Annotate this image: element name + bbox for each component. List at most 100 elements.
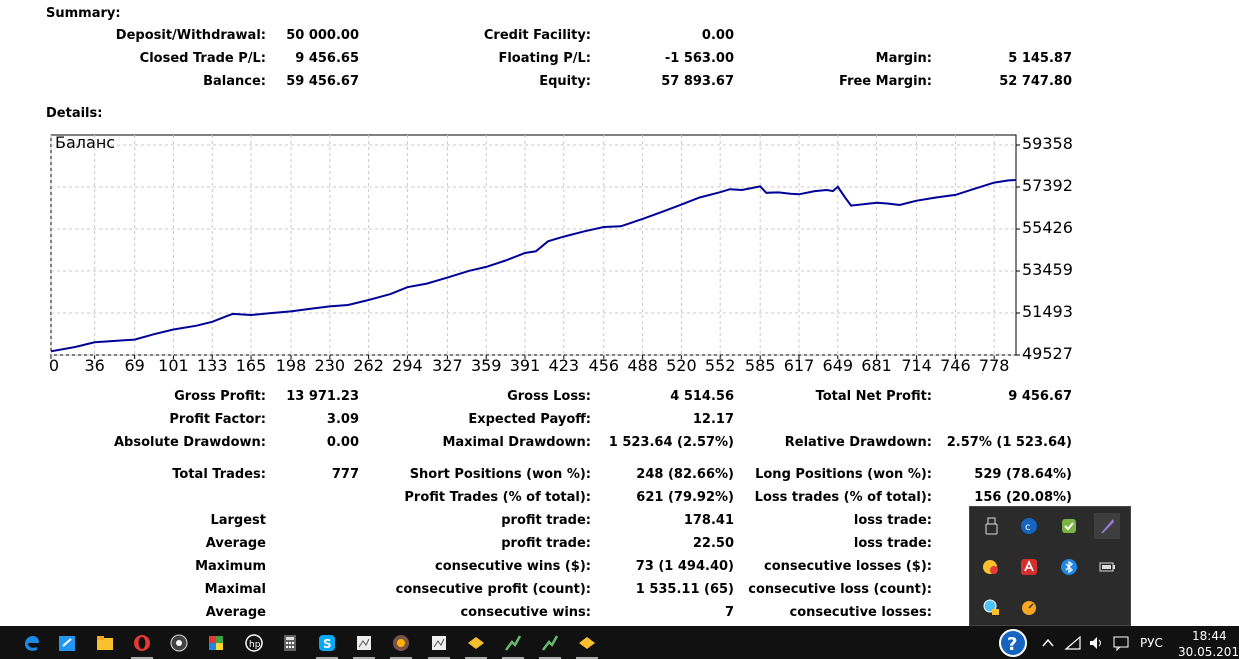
largest-loss-trade-label: loss trade: bbox=[853, 513, 932, 528]
chart-x-tick-label: 778 bbox=[979, 356, 1010, 375]
profit-trades-value: 621 (79.92%) bbox=[636, 490, 734, 505]
expected-payoff-label: Expected Payoff: bbox=[468, 412, 591, 427]
long-positions-label: Long Positions (won %): bbox=[755, 467, 932, 482]
clock-date[interactable]: 30.05.2016 bbox=[1178, 645, 1239, 659]
average-consecutive-wins-label: consecutive wins: bbox=[460, 605, 591, 620]
usb-drive-icon[interactable] bbox=[978, 513, 1004, 539]
clock-time[interactable]: 18:44 bbox=[1192, 629, 1227, 643]
svg-text:?: ? bbox=[1007, 634, 1017, 655]
maximal-drawdown-value: 1 523.64 (2.57%) bbox=[608, 435, 734, 450]
app-icon bbox=[357, 635, 371, 650]
chart-icon-2 bbox=[579, 636, 595, 649]
store-icon bbox=[59, 635, 75, 651]
details-title: Details: bbox=[46, 106, 103, 121]
balance-chart: 0 36 69 101 133 165 198 230 262 294 327 359 391 423 45… bbox=[0, 128, 1100, 378]
absolute-drawdown-value: 0.00 bbox=[326, 435, 359, 450]
balance-chart-svg: 0 36 69 101 133 165 198 230 262 294 327 359 391 423 45… bbox=[49, 133, 1073, 375]
largest-profit-trade-value: 178.41 bbox=[683, 513, 734, 528]
chart-x-tick-label: 488 bbox=[627, 356, 658, 375]
equity-label: Equity: bbox=[539, 74, 591, 89]
chart-x-tick-label: 165 bbox=[236, 356, 267, 375]
language-indicator[interactable]: РУС bbox=[1140, 636, 1163, 650]
remote-help-icon[interactable] bbox=[978, 594, 1004, 620]
credit-value: 0.00 bbox=[701, 28, 734, 43]
average-consecutive-wins-value: 7 bbox=[724, 605, 734, 620]
taskbar-color[interactable] bbox=[197, 626, 235, 659]
total-net-profit-value: 9 456.67 bbox=[1008, 389, 1072, 404]
profit-factor-value: 3.09 bbox=[326, 412, 359, 427]
chart-icon bbox=[468, 636, 484, 649]
maximum-label: Maximum bbox=[195, 559, 266, 574]
volume-control[interactable] bbox=[1085, 626, 1109, 659]
taskbar-skype[interactable]: S bbox=[308, 626, 346, 659]
max-consecutive-losses-label: consecutive losses ($): bbox=[764, 559, 932, 574]
chart-x-tick-label: 617 bbox=[784, 356, 815, 375]
adobe-acrobat-icon[interactable] bbox=[1016, 554, 1042, 580]
chart-x-tick-label: 714 bbox=[901, 356, 932, 375]
chart-x-tick-label: 36 bbox=[84, 356, 104, 375]
taskbar-store[interactable] bbox=[48, 626, 86, 659]
taskbar: hp S ? РУС 18:44 30.05.2016 bbox=[0, 626, 1239, 659]
taskbar-media[interactable] bbox=[160, 626, 198, 659]
taskbar-chart-2[interactable] bbox=[568, 626, 606, 659]
taskbar-terminal-2[interactable] bbox=[531, 626, 569, 659]
action-center[interactable] bbox=[1109, 626, 1133, 659]
expected-payoff-value: 12.17 bbox=[692, 412, 734, 427]
largest-profit-trade-label: profit trade: bbox=[501, 513, 591, 528]
chart-x-tick-label: 681 bbox=[861, 356, 892, 375]
chart-x-tick-label: 198 bbox=[276, 356, 307, 375]
speaker-icon bbox=[1090, 636, 1101, 649]
taskbar-metatrader[interactable] bbox=[382, 626, 420, 659]
taskbar-explorer[interactable] bbox=[86, 626, 124, 659]
long-positions-value: 529 (78.64%) bbox=[974, 467, 1072, 482]
taskbar-calculator[interactable] bbox=[271, 626, 309, 659]
chart-x-tick-label: 327 bbox=[432, 356, 463, 375]
taskbar-app[interactable] bbox=[345, 626, 383, 659]
margin-label: Margin: bbox=[875, 51, 932, 66]
skype-icon: S bbox=[319, 634, 335, 651]
speedometer-icon[interactable] bbox=[1016, 594, 1042, 620]
hp-icon: hp bbox=[245, 633, 263, 652]
profit-factor-label: Profit Factor: bbox=[169, 412, 266, 427]
total-trades-value: 777 bbox=[331, 467, 359, 482]
network-status[interactable] bbox=[1061, 626, 1085, 659]
equity-value: 57 893.67 bbox=[661, 74, 734, 89]
taskbar-opera[interactable] bbox=[123, 626, 161, 659]
tray-overflow-popup: c bbox=[969, 506, 1131, 626]
taskbar-app-2[interactable] bbox=[420, 626, 458, 659]
chart-x-tick-label: 230 bbox=[315, 356, 346, 375]
gross-loss-label: Gross Loss: bbox=[507, 389, 591, 404]
pen-icon[interactable] bbox=[1094, 513, 1120, 539]
battery-icon[interactable] bbox=[1094, 554, 1120, 580]
chart-x-tick-label: 101 bbox=[158, 356, 189, 375]
taskbar-edge[interactable] bbox=[12, 626, 50, 659]
file-explorer-icon bbox=[97, 635, 113, 650]
total-net-profit-label: Total Net Profit: bbox=[815, 389, 932, 404]
security-warning-icon[interactable] bbox=[978, 554, 1004, 580]
evernote-icon[interactable] bbox=[1056, 513, 1082, 539]
taskbar-terminal-1[interactable] bbox=[494, 626, 532, 659]
free-margin-label: Free Margin: bbox=[839, 74, 932, 89]
taskbar-help[interactable]: ? bbox=[994, 626, 1032, 659]
taskbar-hp[interactable]: hp bbox=[235, 626, 273, 659]
closed-pl-value: 9 456.65 bbox=[295, 51, 359, 66]
taskbar-chart[interactable] bbox=[457, 626, 495, 659]
metatrader-icon bbox=[393, 634, 409, 651]
average-loss-trade-label: loss trade: bbox=[853, 536, 932, 551]
chart-x-tick-label: 552 bbox=[705, 356, 736, 375]
svg-text:hp: hp bbox=[249, 640, 261, 650]
chart-x-tick-label: 359 bbox=[471, 356, 502, 375]
balance-series-line bbox=[50, 179, 1017, 353]
chart-x-tick-label: 746 bbox=[940, 356, 971, 375]
bluetooth-icon[interactable] bbox=[1056, 554, 1082, 580]
browser-icon[interactable]: c bbox=[1016, 513, 1042, 539]
chart-x-tick-label: 391 bbox=[510, 356, 541, 375]
maximal-drawdown-label: Maximal Drawdown: bbox=[442, 435, 591, 450]
balance-label: Balance: bbox=[203, 74, 266, 89]
tray-expand-button[interactable] bbox=[1037, 626, 1059, 659]
largest-label: Largest bbox=[210, 513, 266, 528]
loss-trades-value: 156 (20.08%) bbox=[974, 490, 1072, 505]
margin-value: 5 145.87 bbox=[1008, 51, 1072, 66]
floating-pl-value: -1 563.00 bbox=[664, 51, 734, 66]
summary-title: Summary: bbox=[46, 6, 121, 21]
